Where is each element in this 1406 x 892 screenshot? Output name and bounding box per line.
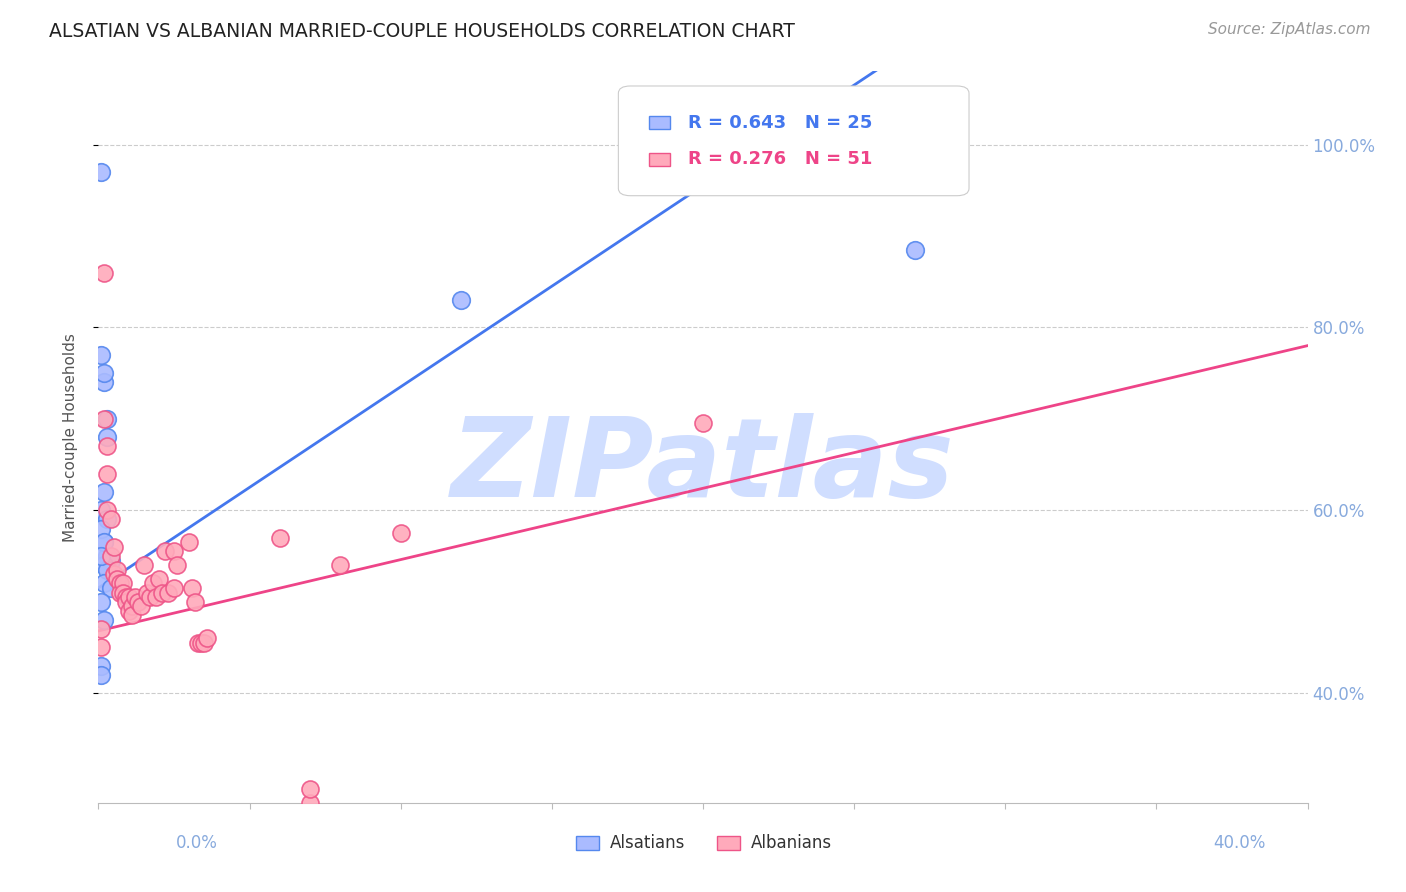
Point bbox=[124, 590, 146, 604]
Point bbox=[103, 567, 125, 582]
Point bbox=[118, 604, 141, 618]
Point bbox=[163, 581, 186, 595]
Point bbox=[93, 376, 115, 390]
Point bbox=[299, 796, 322, 810]
Point bbox=[93, 535, 115, 549]
Point bbox=[90, 549, 112, 563]
Point bbox=[195, 632, 218, 646]
Point bbox=[148, 572, 170, 586]
Point bbox=[90, 521, 112, 535]
Point bbox=[132, 558, 155, 573]
Point bbox=[142, 576, 165, 591]
Point bbox=[145, 590, 167, 604]
Point bbox=[96, 549, 118, 563]
Point bbox=[114, 594, 136, 608]
Point bbox=[299, 782, 322, 797]
Point bbox=[184, 594, 207, 608]
Text: Source: ZipAtlas.com: Source: ZipAtlas.com bbox=[1208, 22, 1371, 37]
Point bbox=[156, 585, 179, 599]
Point bbox=[96, 512, 118, 526]
Point bbox=[181, 581, 204, 595]
Text: 0.0%: 0.0% bbox=[176, 834, 218, 852]
Point bbox=[96, 430, 118, 444]
Text: R = 0.643   N = 25: R = 0.643 N = 25 bbox=[689, 113, 873, 131]
Text: Alsatians: Alsatians bbox=[610, 834, 686, 852]
Point bbox=[118, 590, 141, 604]
Point bbox=[153, 544, 176, 558]
Point bbox=[96, 439, 118, 453]
Text: ZIPatlas: ZIPatlas bbox=[451, 413, 955, 520]
Point bbox=[129, 599, 152, 614]
Point bbox=[96, 467, 118, 481]
Point bbox=[166, 558, 188, 573]
Point bbox=[90, 165, 112, 179]
Point bbox=[450, 293, 472, 307]
Point bbox=[111, 576, 134, 591]
Point bbox=[90, 594, 112, 608]
Point bbox=[100, 553, 122, 567]
Text: ALSATIAN VS ALBANIAN MARRIED-COUPLE HOUSEHOLDS CORRELATION CHART: ALSATIAN VS ALBANIAN MARRIED-COUPLE HOUS… bbox=[49, 22, 794, 41]
Point bbox=[93, 266, 115, 280]
Point bbox=[127, 594, 149, 608]
Point bbox=[90, 622, 112, 636]
Text: Albanians: Albanians bbox=[751, 834, 832, 852]
Point bbox=[904, 243, 927, 257]
Point bbox=[692, 417, 714, 431]
Point bbox=[93, 485, 115, 500]
Point bbox=[108, 585, 131, 599]
Point bbox=[329, 558, 352, 573]
Point bbox=[93, 613, 115, 627]
Point bbox=[105, 572, 128, 586]
Point bbox=[105, 563, 128, 577]
Point bbox=[90, 503, 112, 517]
Point bbox=[96, 503, 118, 517]
Point bbox=[163, 544, 186, 558]
Point bbox=[93, 412, 115, 426]
Point bbox=[93, 535, 115, 549]
Point bbox=[100, 549, 122, 563]
Point bbox=[96, 563, 118, 577]
Point bbox=[179, 535, 201, 549]
Point bbox=[150, 585, 173, 599]
Point bbox=[90, 640, 112, 655]
Point bbox=[90, 667, 112, 681]
Point bbox=[100, 581, 122, 595]
Point bbox=[93, 366, 115, 380]
Point bbox=[93, 558, 115, 573]
Point bbox=[96, 412, 118, 426]
Point bbox=[108, 576, 131, 591]
Point bbox=[114, 590, 136, 604]
Text: R = 0.276   N = 51: R = 0.276 N = 51 bbox=[689, 150, 873, 168]
Point bbox=[90, 658, 112, 673]
Point bbox=[103, 540, 125, 554]
Point bbox=[121, 599, 143, 614]
Point bbox=[111, 585, 134, 599]
Point bbox=[93, 576, 115, 591]
Point bbox=[121, 608, 143, 623]
Bar bbox=[648, 116, 671, 129]
Text: 40.0%: 40.0% bbox=[1213, 834, 1265, 852]
Point bbox=[269, 531, 291, 545]
Point bbox=[187, 636, 209, 650]
FancyBboxPatch shape bbox=[619, 86, 969, 195]
Y-axis label: Married-couple Households: Married-couple Households bbox=[63, 333, 77, 541]
Point bbox=[190, 636, 212, 650]
Point bbox=[193, 636, 215, 650]
Point bbox=[90, 348, 112, 362]
Point bbox=[100, 512, 122, 526]
Point bbox=[389, 526, 412, 541]
Point bbox=[139, 590, 162, 604]
Bar bbox=[648, 153, 671, 166]
Point bbox=[135, 585, 157, 599]
